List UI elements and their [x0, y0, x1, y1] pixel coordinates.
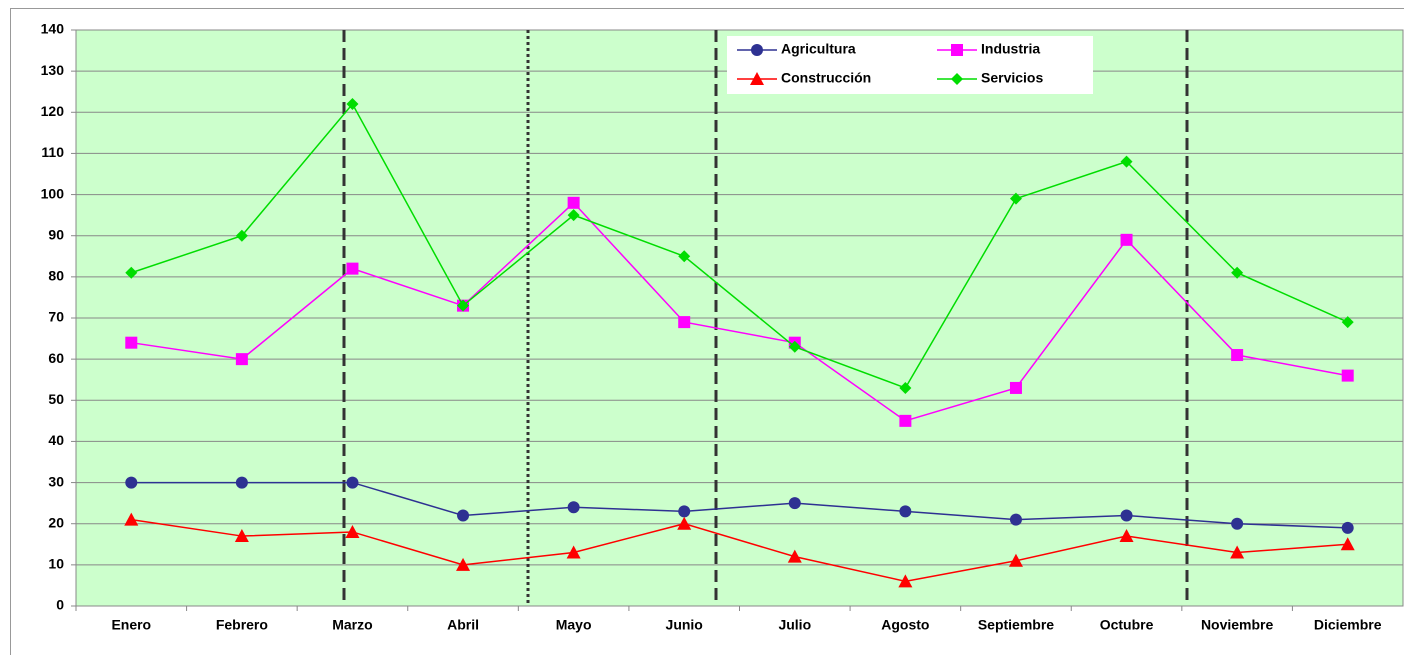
x-tick-label: Diciembre: [1314, 617, 1382, 633]
marker: [1120, 233, 1133, 246]
marker: [788, 340, 801, 353]
series-layer: [124, 98, 1355, 588]
x-tick-label: Octubre: [1100, 617, 1154, 633]
y-tick-label: 110: [41, 144, 64, 160]
y-tick-label: 140: [41, 21, 65, 37]
marker: [1341, 521, 1354, 534]
y-tick-label: 70: [48, 309, 64, 325]
y-tick-label: 80: [48, 268, 64, 284]
x-tick-label: Enero: [111, 617, 151, 633]
y-tick-label: 100: [41, 185, 65, 201]
x-tick-label: Marzo: [332, 617, 372, 633]
x-tick-label: Septiembre: [978, 617, 1054, 633]
legend-label: Industria: [981, 41, 1040, 57]
y-tick-label: 0: [56, 597, 64, 613]
marker: [751, 44, 763, 56]
marker: [750, 72, 764, 85]
y-tick-label: 30: [48, 473, 64, 489]
marker: [1230, 545, 1245, 559]
x-tick-label: Febrero: [216, 617, 268, 633]
marker: [567, 196, 580, 209]
x-tick-label: Agosto: [881, 617, 929, 633]
marker: [678, 505, 691, 518]
series-line: [131, 481, 1348, 529]
y-tick-label: 20: [48, 514, 64, 530]
x-tick-label: Julio: [778, 617, 811, 633]
legend-label: Servicios: [981, 70, 1043, 86]
marker: [951, 73, 963, 85]
legend: Agricultura Industria Construcción Servicio…: [737, 41, 1043, 86]
marker: [1340, 537, 1355, 551]
y-tick-label: 50: [48, 391, 64, 407]
series-line: [131, 518, 1348, 583]
marker: [1119, 529, 1134, 543]
grid: 0 10 20 30 40 50 60 70 80 90 100 110 120 130 140 Enero F…: [41, 21, 1403, 633]
marker: [899, 414, 912, 427]
x-tick-label: Mayo: [556, 617, 592, 633]
y-tick-label: 40: [48, 432, 64, 448]
marker: [1231, 266, 1244, 279]
marker: [899, 505, 912, 518]
marker: [678, 250, 691, 263]
legend-label: Agricultura: [781, 41, 856, 57]
y-tick-label: 120: [41, 103, 65, 119]
marker: [235, 229, 248, 242]
x-tick-label: Abril: [447, 617, 479, 633]
marker: [898, 574, 913, 588]
y-tick-label: 90: [48, 226, 64, 242]
marker: [235, 353, 248, 366]
series-line: [131, 201, 1348, 422]
marker: [235, 476, 248, 489]
marker: [1009, 192, 1022, 205]
marker: [345, 524, 360, 538]
marker: [1341, 369, 1354, 382]
marker: [1008, 553, 1023, 567]
marker: [457, 509, 470, 522]
y-tick-label: 10: [48, 556, 64, 572]
marker: [1231, 517, 1244, 530]
legend-box: [727, 36, 1093, 94]
marker: [456, 557, 471, 571]
x-tick-label: Noviembre: [1201, 617, 1274, 633]
y-tick-label: 130: [41, 62, 65, 78]
marker: [124, 512, 139, 526]
legend-label: Construcción: [781, 70, 871, 86]
marker: [788, 497, 801, 510]
marker: [567, 501, 580, 514]
marker: [234, 529, 249, 543]
marker: [1009, 513, 1022, 526]
marker: [1341, 316, 1354, 329]
marker: [125, 336, 138, 349]
marker: [346, 262, 359, 275]
marker: [787, 549, 802, 563]
marker: [1120, 155, 1133, 168]
marker: [346, 98, 359, 111]
x-tick-label: Junio: [666, 617, 703, 633]
marker: [566, 545, 581, 559]
marker: [1231, 349, 1244, 362]
marker: [678, 316, 691, 329]
series-line: [131, 102, 1349, 389]
marker: [457, 299, 470, 312]
marker: [125, 266, 138, 279]
marker: [1120, 509, 1133, 522]
y-tick-label: 60: [48, 350, 64, 366]
marker: [677, 516, 692, 530]
marker: [1009, 381, 1022, 394]
marker: [346, 476, 359, 489]
marker: [567, 209, 580, 222]
marker: [899, 381, 912, 394]
marker: [951, 44, 963, 56]
marker: [125, 476, 138, 489]
